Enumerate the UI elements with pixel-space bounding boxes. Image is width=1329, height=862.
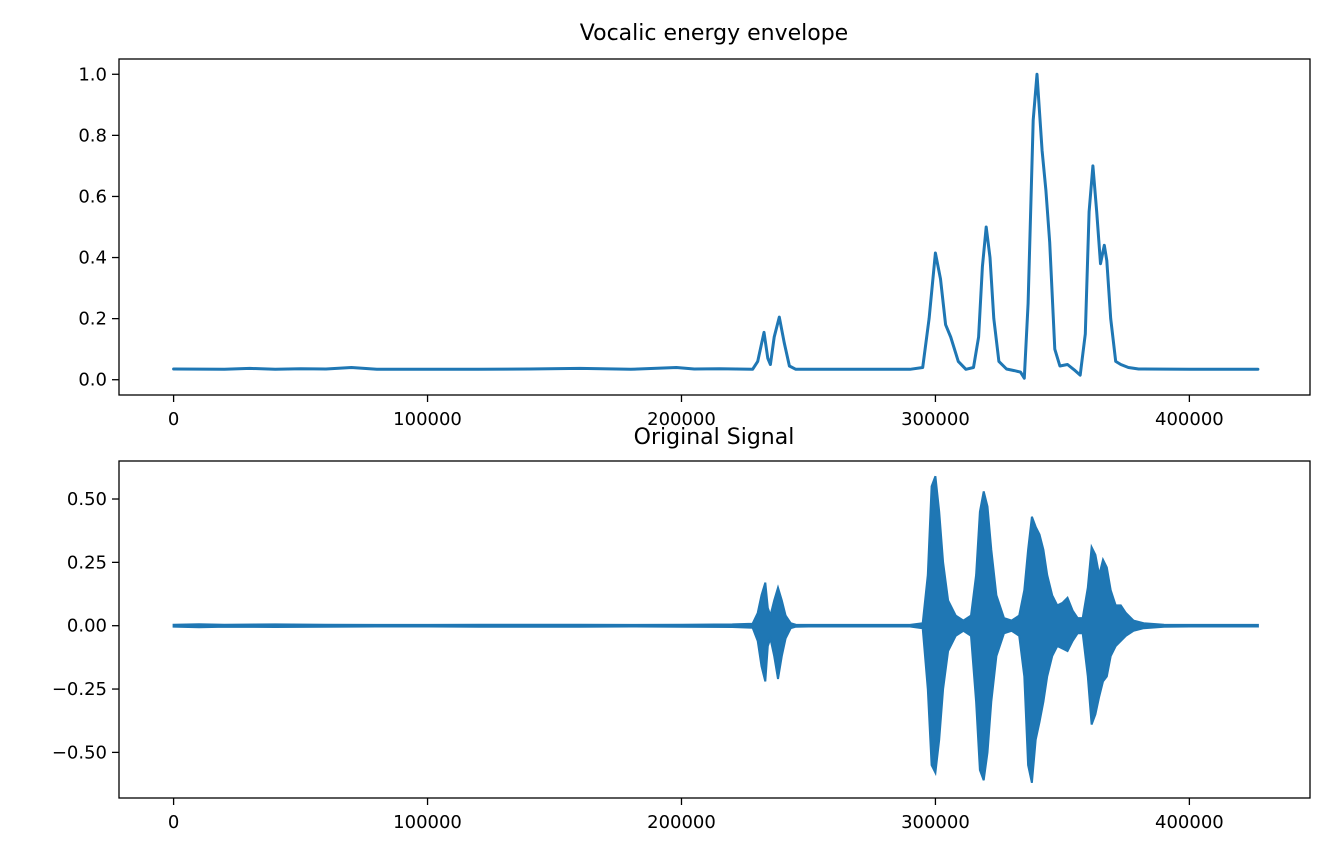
envelope-x-tick-label: 100000 [393,409,462,430]
signal-y-tick-label: −0.25 [52,679,107,700]
envelope-y-axis: 0.0 0.2 0.4 0.6 0.8 1.0 [78,64,119,391]
envelope-y-tick-label: 0.4 [78,248,107,269]
envelope-x-tick-label: 400000 [1155,409,1224,430]
signal-chart-title: Original Signal [634,425,795,450]
signal-x-tick-label: 300000 [901,812,970,833]
envelope-y-tick-label: 0.2 [78,309,107,330]
signal-waveform [172,475,1259,784]
envelope-x-axis: 0 100000 200000 300000 400000 [168,395,1224,430]
envelope-plot-frame [118,58,1311,396]
signal-y-tick-label: 0.50 [67,489,107,510]
signal-x-tick-label: 200000 [647,812,716,833]
envelope-chart-title: Vocalic energy envelope [580,21,848,46]
envelope-chart: Vocalic energy envelope 0 100000 200000 300… [78,21,1311,430]
signal-chart: 0 100000 200000 300000 400000 −0.50 −0.25 0.00… [52,425,1311,833]
signal-y-tick-label: 0.00 [67,616,107,637]
envelope-y-tick-label: 0.8 [78,125,107,146]
signal-x-tick-label: 0 [168,812,179,833]
signal-y-axis: −0.50 −0.25 0.00 0.25 0.50 [52,489,119,763]
envelope-series-line [172,72,1260,380]
signal-x-tick-label: 100000 [393,812,462,833]
signal-plot-frame [118,460,1311,799]
envelope-x-tick-label: 0 [168,409,179,430]
envelope-y-tick-label: 1.0 [78,64,107,85]
envelope-y-tick-label: 0.0 [78,370,107,391]
signal-x-tick-label: 400000 [1155,812,1224,833]
signal-x-axis: 0 100000 200000 300000 400000 [168,798,1224,833]
signal-y-tick-label: −0.50 [52,742,107,763]
envelope-x-tick-label: 300000 [901,409,970,430]
envelope-y-tick-label: 0.6 [78,186,107,207]
envelope-x-tick-label: 200000 [647,409,716,430]
signal-y-tick-label: 0.25 [67,552,107,573]
